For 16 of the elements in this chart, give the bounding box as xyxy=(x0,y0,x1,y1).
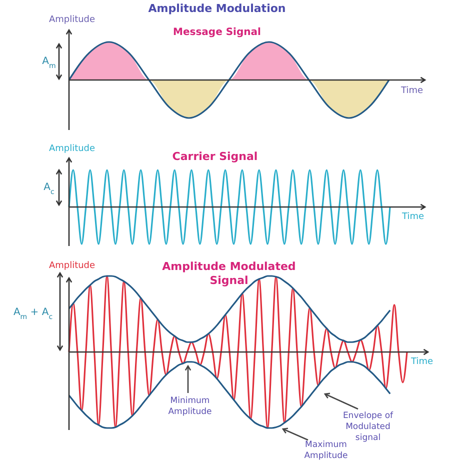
chart-title: Amplitude Modulated Signal xyxy=(162,260,296,287)
x-axis-title: Time xyxy=(400,86,424,96)
text: A$_{m}$ + A$_{c}$ xyxy=(13,307,53,321)
text: Maximum Amplitude xyxy=(304,440,348,461)
y-axis-title: Amplitude xyxy=(48,144,96,154)
y-axis-title: Amplitude xyxy=(48,261,96,271)
chart-title: Carrier Signal xyxy=(172,150,258,163)
x-axis-title: Time xyxy=(400,212,424,222)
chart-subtitle: Message Signal xyxy=(173,27,261,38)
text: A$_{m}$ xyxy=(42,56,56,70)
annotation: Minimum Amplitude xyxy=(168,396,212,417)
x-axis-title: Time xyxy=(410,357,434,367)
chart-title: Amplitude Modulation xyxy=(148,2,286,15)
text: A$_{c}$ xyxy=(44,182,54,196)
y-axis-title: Amplitude xyxy=(48,15,96,25)
annotation: Envelope of Modulated signal xyxy=(342,411,394,443)
